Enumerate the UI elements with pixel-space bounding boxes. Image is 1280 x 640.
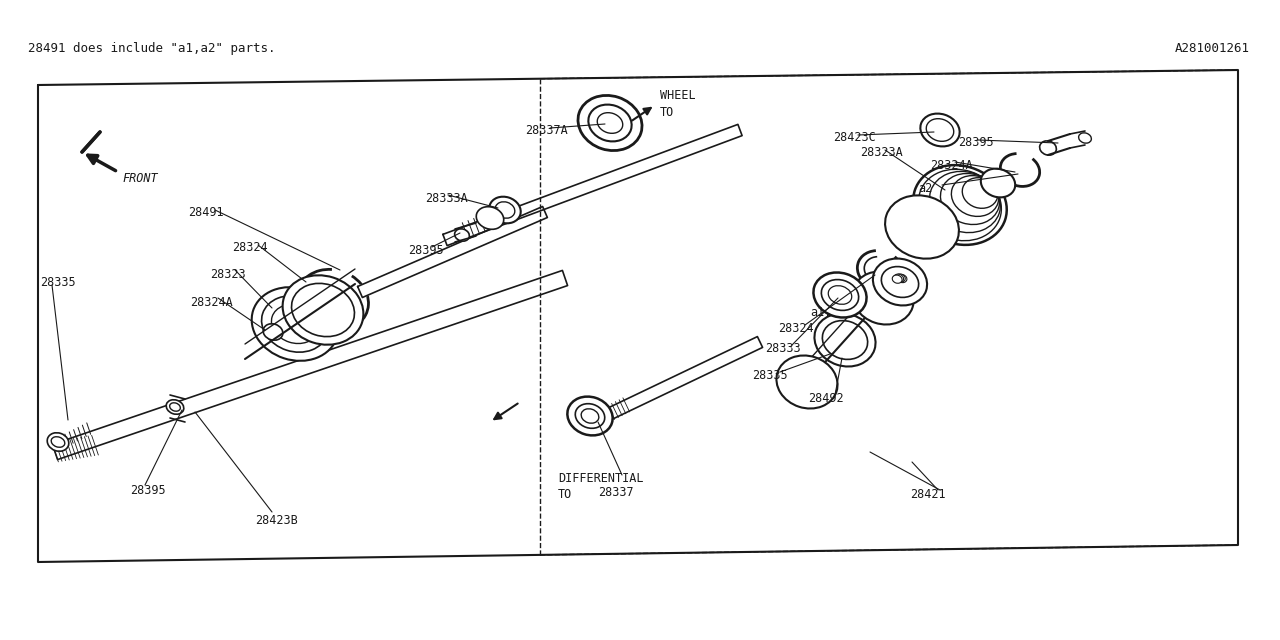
Text: 28423C: 28423C — [833, 131, 876, 143]
Text: 28421: 28421 — [910, 488, 946, 502]
Ellipse shape — [941, 173, 1000, 225]
Ellipse shape — [252, 287, 338, 361]
Text: 28323A: 28323A — [860, 145, 902, 159]
Ellipse shape — [919, 169, 1001, 241]
Text: 28324A: 28324A — [931, 159, 973, 172]
Ellipse shape — [476, 207, 504, 229]
Ellipse shape — [581, 409, 599, 423]
Ellipse shape — [927, 118, 954, 141]
Ellipse shape — [170, 403, 180, 412]
Ellipse shape — [454, 229, 470, 241]
Ellipse shape — [980, 168, 1015, 197]
Text: TO: TO — [558, 488, 572, 502]
Text: 28337: 28337 — [598, 486, 634, 499]
Ellipse shape — [929, 172, 1001, 232]
Ellipse shape — [575, 404, 604, 428]
Ellipse shape — [589, 104, 631, 141]
Text: FRONT: FRONT — [122, 172, 157, 184]
Ellipse shape — [852, 271, 914, 324]
Text: 28395: 28395 — [131, 483, 165, 497]
Ellipse shape — [283, 275, 364, 345]
Ellipse shape — [896, 274, 905, 282]
Text: A281001261: A281001261 — [1175, 42, 1251, 54]
Ellipse shape — [1039, 141, 1056, 155]
Text: a1.: a1. — [810, 305, 832, 319]
Text: TO: TO — [660, 106, 675, 118]
Text: 28324: 28324 — [232, 241, 268, 253]
Text: 28333A: 28333A — [425, 191, 467, 205]
Ellipse shape — [893, 274, 904, 282]
Ellipse shape — [292, 284, 355, 337]
Ellipse shape — [822, 321, 868, 360]
Polygon shape — [357, 207, 548, 298]
Polygon shape — [577, 337, 763, 433]
Ellipse shape — [567, 397, 613, 435]
Ellipse shape — [598, 113, 623, 133]
Polygon shape — [52, 271, 567, 460]
Ellipse shape — [813, 273, 867, 317]
Ellipse shape — [951, 175, 998, 216]
Ellipse shape — [264, 324, 283, 340]
Ellipse shape — [271, 305, 319, 344]
Ellipse shape — [828, 285, 851, 305]
Text: 28491: 28491 — [188, 205, 224, 218]
Ellipse shape — [884, 195, 959, 259]
Ellipse shape — [897, 275, 908, 283]
Text: 28395: 28395 — [408, 243, 444, 257]
Polygon shape — [443, 124, 742, 246]
Ellipse shape — [47, 433, 69, 451]
Ellipse shape — [920, 113, 960, 147]
Ellipse shape — [873, 259, 927, 305]
Text: 28491 does include "a1,a2" parts.: 28491 does include "a1,a2" parts. — [28, 42, 275, 54]
Ellipse shape — [579, 95, 643, 150]
Text: 28423B: 28423B — [255, 513, 298, 527]
Ellipse shape — [913, 165, 1007, 245]
Text: 28324: 28324 — [778, 321, 814, 335]
Text: 28324A: 28324A — [189, 296, 233, 308]
Ellipse shape — [166, 400, 184, 414]
Text: 28395: 28395 — [957, 136, 993, 148]
Text: DIFFERENTIAL: DIFFERENTIAL — [558, 472, 644, 484]
Text: a2: a2 — [918, 182, 932, 195]
Ellipse shape — [882, 267, 919, 298]
Ellipse shape — [814, 314, 876, 367]
Ellipse shape — [1079, 133, 1092, 143]
Ellipse shape — [777, 355, 837, 408]
Text: WHEEL: WHEEL — [660, 88, 695, 102]
Ellipse shape — [261, 296, 329, 352]
Text: 28337A: 28337A — [525, 124, 568, 136]
Ellipse shape — [489, 196, 521, 223]
Text: 28335: 28335 — [753, 369, 787, 381]
Ellipse shape — [822, 280, 859, 310]
Ellipse shape — [892, 275, 902, 284]
Polygon shape — [38, 70, 1238, 562]
Ellipse shape — [495, 202, 515, 218]
Ellipse shape — [51, 436, 65, 447]
Text: 28335: 28335 — [40, 275, 76, 289]
Text: 28323: 28323 — [210, 268, 246, 280]
Text: 28492: 28492 — [808, 392, 844, 404]
Ellipse shape — [963, 178, 997, 208]
Text: 28333: 28333 — [765, 342, 800, 355]
